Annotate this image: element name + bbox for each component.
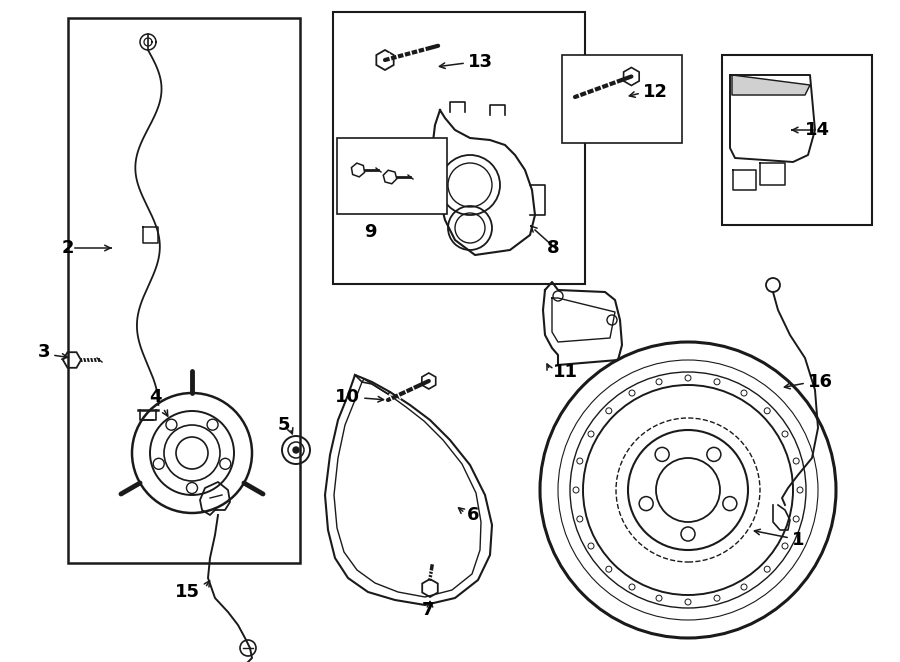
Text: 2: 2 (62, 239, 75, 257)
Text: 4: 4 (148, 388, 161, 406)
Bar (722, 55, 872, 225)
Text: 16: 16 (808, 373, 833, 391)
Text: 3: 3 (38, 343, 50, 361)
Bar (337, 138, 447, 214)
Text: 14: 14 (805, 121, 830, 139)
Polygon shape (732, 75, 810, 95)
Circle shape (293, 447, 299, 453)
Text: 13: 13 (468, 53, 493, 71)
Text: 15: 15 (175, 583, 200, 601)
Text: 10: 10 (335, 388, 360, 406)
Text: 1: 1 (792, 531, 805, 549)
Bar (333, 12, 585, 284)
Bar (562, 55, 682, 143)
Text: 8: 8 (547, 239, 560, 257)
Bar (68, 18, 300, 563)
Text: 6: 6 (467, 506, 480, 524)
Text: 7: 7 (422, 601, 435, 619)
Text: 12: 12 (643, 83, 668, 101)
Text: 9: 9 (364, 223, 376, 241)
Text: 11: 11 (553, 363, 578, 381)
Text: 5: 5 (278, 416, 291, 434)
